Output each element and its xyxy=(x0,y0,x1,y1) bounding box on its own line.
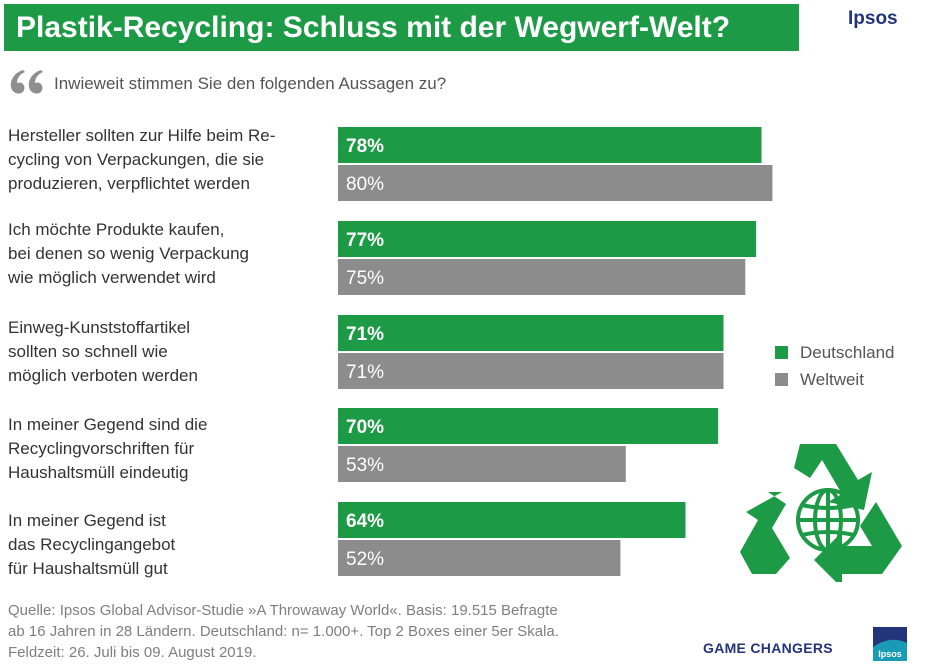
recycle-globe-icon xyxy=(740,444,902,582)
bar-label-deutschland-5: 64% xyxy=(346,511,384,532)
statement-4: In meiner Gegend sind die Recyclingvorsch… xyxy=(8,415,208,482)
quote-icon xyxy=(10,70,43,94)
bar-label-weltweit-1: 80% xyxy=(346,174,384,195)
bar-label-deutschland-1: 78% xyxy=(346,136,384,157)
bar-label-weltweit-3: 71% xyxy=(346,362,384,383)
bar-label-weltweit-2: 75% xyxy=(346,268,384,289)
bar-label-weltweit-4: 53% xyxy=(346,455,384,476)
legend-label-deutschland: Deutschland xyxy=(800,343,895,362)
source-note: Quelle: Ipsos Global Advisor-Studie »A T… xyxy=(8,602,559,661)
statement-1: Hersteller sollten zur Hilfe beim Re-cyc… xyxy=(8,126,276,193)
bar-chart: 78% 77% 71% 70% 64% 80% 75% 71% 53% 52% xyxy=(338,127,773,576)
bar-deutschland-1 xyxy=(338,127,762,163)
bar-weltweit-3 xyxy=(338,353,724,389)
bar-label-deutschland-3: 71% xyxy=(346,324,384,345)
legend-swatch-deutschland xyxy=(775,346,788,359)
legend-label-weltweit: Weltweit xyxy=(800,370,864,389)
bar-label-deutschland-4: 70% xyxy=(346,417,384,438)
game-changers-tagline: GAME CHANGERS xyxy=(703,640,833,656)
bar-weltweit-5 xyxy=(338,540,621,576)
bar-deutschland-5 xyxy=(338,502,686,538)
statement-2: Ich möchte Produkte kaufen, bei denen so … xyxy=(8,220,250,287)
ipsos-badge-icon: Ipsos xyxy=(873,627,907,661)
bar-weltweit-1 xyxy=(338,165,773,201)
svg-text:Ipsos: Ipsos xyxy=(878,649,902,659)
legend-swatch-weltweit xyxy=(775,373,788,386)
page-title: Plastik-Recycling: Schluss mit der Wegwe… xyxy=(4,4,799,51)
bar-deutschland-3 xyxy=(338,315,724,351)
bar-weltweit-4 xyxy=(338,446,626,482)
survey-question: Inwieweit stimmen Sie den folgenden Auss… xyxy=(54,74,447,93)
ipsos-logo: Ipsos xyxy=(848,8,898,29)
statement-3: Einweg-Kunststoffartikel sollten so schne… xyxy=(8,318,198,385)
legend-weltweit: Weltweit xyxy=(775,370,864,390)
statement-5: In meiner Gegend ist das Recyclingangebot… xyxy=(8,511,176,578)
bar-weltweit-2 xyxy=(338,259,746,295)
bar-deutschland-2 xyxy=(338,221,757,257)
bar-label-deutschland-2: 77% xyxy=(346,230,384,251)
bar-label-weltweit-5: 52% xyxy=(346,549,384,570)
legend-deutschland: Deutschland xyxy=(775,343,895,363)
bar-deutschland-4 xyxy=(338,408,719,444)
